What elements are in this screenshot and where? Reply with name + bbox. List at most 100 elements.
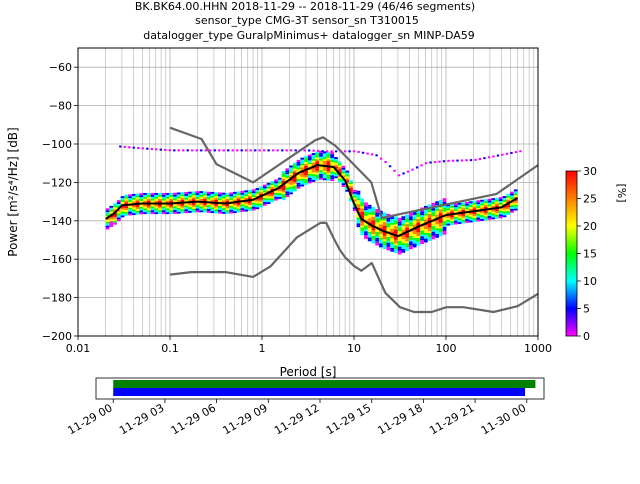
heatmap-cell (233, 193, 237, 196)
heatmap-cell (128, 201, 132, 204)
heatmap-cell (210, 199, 215, 202)
heatmap-cell (412, 214, 417, 217)
heatmap-cell (255, 207, 260, 210)
heatmap-cell (397, 240, 402, 243)
heatmap-trace-cell (231, 149, 234, 152)
heatmap-cell (427, 237, 432, 239)
heatmap-cell (244, 190, 248, 193)
heatmap-cell (322, 168, 327, 171)
heatmap-cell (169, 212, 174, 215)
heatmap-cell (390, 228, 395, 231)
heatmap-cell (468, 208, 473, 211)
heatmap-cell (322, 155, 327, 158)
heatmap-cell (495, 201, 499, 204)
heatmap-cell (236, 195, 241, 198)
heatmap-cell (326, 178, 331, 181)
heatmap-cell (154, 210, 159, 213)
heatmap-trace-cell (312, 149, 315, 152)
heatmap-cell (307, 160, 312, 163)
heatmap-cell (319, 166, 323, 169)
heatmap-cell (240, 198, 245, 201)
heatmap-cell (442, 205, 447, 208)
heatmap-cell (229, 211, 234, 214)
heatmap-cell (247, 197, 252, 200)
heatmap-cell (199, 193, 204, 195)
heatmap-trace-cell (483, 157, 486, 160)
heatmap-cell (438, 230, 443, 233)
heatmap-cell (431, 227, 436, 230)
heatmap-cell (195, 202, 200, 205)
heatmap-cell (277, 181, 282, 184)
heatmap-cell (360, 208, 365, 211)
heatmap-cell (435, 235, 439, 238)
heatmap-cell (390, 245, 395, 248)
heatmap-cell (416, 237, 421, 240)
heatmap-cell (150, 208, 155, 211)
heatmap-cell (131, 213, 136, 216)
heatmap-cell (135, 193, 140, 196)
heatmap-cell (195, 196, 200, 199)
heatmap-cell (251, 208, 256, 211)
y-tick-label: −200 (42, 330, 72, 343)
heatmap-cell (285, 189, 290, 192)
heatmap-cell (412, 241, 417, 244)
heatmap-cell (330, 169, 335, 172)
heatmap-cell (472, 212, 477, 215)
heatmap-cell (386, 223, 391, 226)
heatmap-cell (412, 220, 417, 223)
heatmap-cell (371, 214, 376, 217)
heatmap-cell (375, 214, 380, 217)
heatmap-cell (150, 206, 155, 209)
heatmap-cell (206, 195, 211, 198)
heatmap-cell (259, 201, 263, 204)
heatmap-cell (176, 211, 181, 214)
heatmap-cell (465, 215, 469, 218)
heatmap-cell (364, 236, 368, 239)
heatmap-cell (498, 216, 503, 219)
heatmap-cell (360, 198, 365, 201)
heatmap-cell (139, 193, 144, 196)
heatmap-cell (330, 179, 335, 182)
heatmap-cell (446, 219, 451, 222)
heatmap-cell (427, 215, 432, 218)
heatmap-cell (427, 208, 432, 211)
heatmap-cell (285, 175, 290, 178)
heatmap-cell (184, 211, 189, 214)
heatmap-trace-cell (438, 160, 441, 163)
heatmap-cell (116, 200, 121, 203)
heatmap-cell (281, 178, 286, 181)
heatmap-cell (113, 222, 117, 225)
heatmap-cell (259, 199, 263, 202)
heatmap-cell (214, 207, 219, 210)
heatmap-cell (277, 183, 282, 186)
heatmap-cell (304, 158, 308, 160)
heatmap-cell (326, 167, 331, 170)
heatmap-cell (292, 164, 297, 167)
heatmap-cell (394, 245, 398, 248)
heatmap-cell (173, 196, 177, 199)
heatmap-cell (506, 209, 511, 212)
heatmap-cell (285, 172, 290, 175)
heatmap-cell (510, 208, 514, 211)
heatmap-cell (285, 191, 290, 194)
colorbar-tick-label: 30 (583, 165, 597, 178)
heatmap-cell (442, 211, 447, 214)
heatmap-trace-cell (155, 148, 158, 151)
heatmap-cell (401, 241, 406, 244)
x-tick-label: 0.01 (66, 342, 91, 355)
title-line-2: sensor_type CMG-3T sensor_sn T310015 (195, 14, 419, 27)
y-tick-label: −80 (49, 100, 72, 113)
heatmap-cell (367, 231, 372, 234)
heatmap-cell (124, 213, 129, 216)
heatmap-cell (289, 165, 293, 168)
heatmap-cell (412, 245, 417, 248)
heatmap-cell (450, 207, 454, 210)
heatmap-cell (105, 219, 110, 222)
heatmap-trace-cell (384, 161, 387, 164)
heatmap-cell (405, 235, 409, 238)
heatmap-cell (225, 198, 230, 201)
heatmap-cell (408, 231, 413, 234)
heatmap-cell (281, 176, 286, 179)
heatmap-cell (281, 190, 286, 193)
